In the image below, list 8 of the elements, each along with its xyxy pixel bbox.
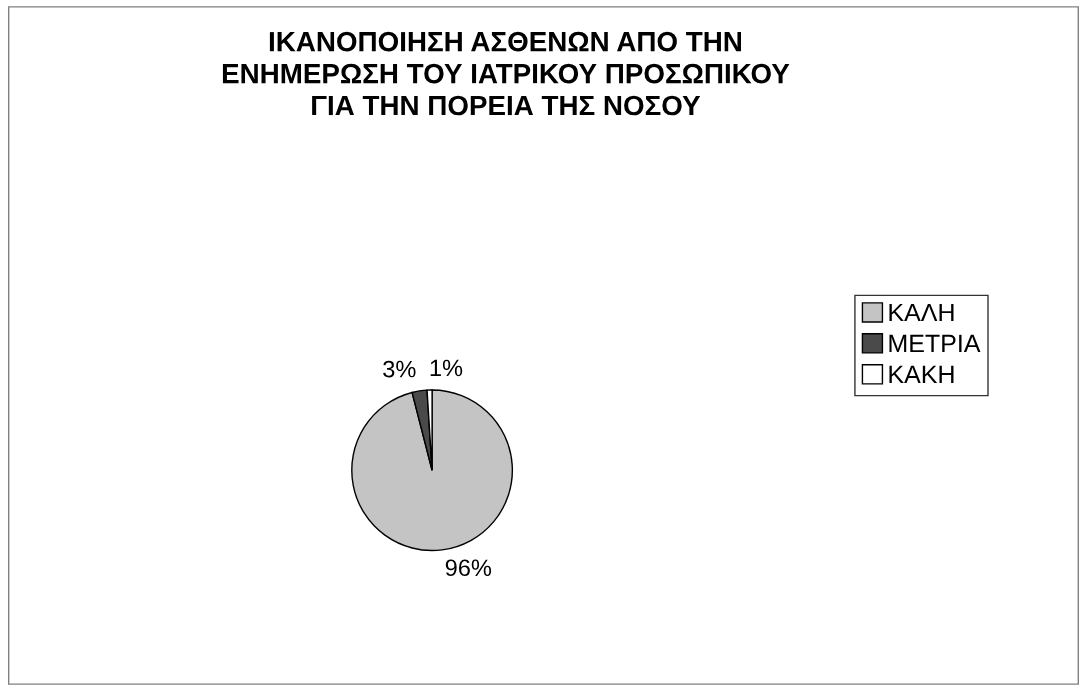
data-label: 3%	[383, 360, 416, 378]
legend-label: ΚΑΚΗ	[889, 365, 954, 383]
data-label: 1%	[430, 359, 463, 377]
legend-label: ΚΑΛΗ	[889, 303, 954, 322]
legend-label: ΜΕΤΡΙΑ	[889, 334, 981, 353]
chart-title: ΙΚΑΝΟΠΟΙΗΣΗ ΑΣΘΕΝΩΝ ΑΠΟ ΤΗΝ ΕΝΗΜΕΡΩΣΗ ΤΟΥ ΙΑΤΡΙΚΟΥ ΠΡΟΣΩΠΙΚΟΥ ΓΙΑ ΤΗΝ ΠΟΡΕΙΑ ΤΗΣ ΝΟΣΟΥ	[222, 31, 790, 116]
pie-slice	[351, 389, 514, 552]
data-label: 96%	[445, 559, 492, 577]
